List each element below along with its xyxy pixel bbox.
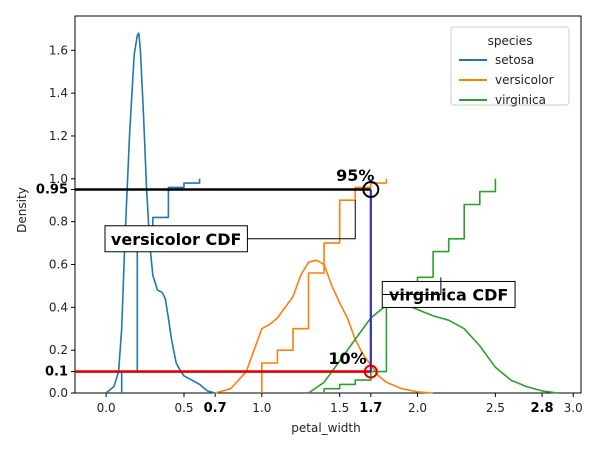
cdf-callout-connector — [382, 277, 442, 295]
guide-marker — [363, 364, 378, 379]
y-tick-label: 0.0 — [49, 386, 68, 400]
y-tick-label: 0.2 — [49, 343, 68, 357]
x-tick-label: 3.0 — [564, 401, 583, 415]
x-tick-label: 2.5 — [486, 401, 505, 415]
y-tick-label: 1.6 — [49, 43, 68, 57]
series-density-versicolor — [214, 259, 434, 394]
x-tick-label: 1.0 — [252, 401, 271, 415]
cdf-callout-label: virginica CDF — [389, 285, 508, 304]
cdf-callout-connector — [247, 200, 356, 240]
series-cdf-versicolor — [260, 178, 388, 393]
y-tick-label: 0.95 — [36, 183, 68, 198]
x-tick-label: 2.0 — [408, 401, 427, 415]
y-tick-label: 0.8 — [49, 215, 68, 229]
x-tick-label: 0.7 — [204, 401, 227, 416]
y-tick-label: 0.4 — [49, 300, 68, 314]
x-tick-label: 0.5 — [174, 401, 193, 415]
y-tick-label: 1.0 — [49, 172, 68, 186]
y-tick-label: 1.2 — [49, 129, 68, 143]
plot-frame — [74, 15, 582, 394]
series-density-setosa — [105, 32, 216, 394]
plot-area: 0.0 0.5 0.7 1.0 1.5 1.7 2.0 2.5 2.8 3.0 0.0 0.1 0.2 0… — [36, 15, 583, 416]
x-tick-label: 1.5 — [330, 401, 349, 415]
legend-box — [450, 26, 570, 106]
legend-entry-setosa: setosa — [495, 53, 534, 67]
series-density-virginica — [308, 302, 558, 394]
y-tick-label: 0.1 — [45, 365, 68, 380]
y-axis-title: Density — [15, 187, 29, 233]
percent-label: 10% — [328, 349, 366, 368]
legend-entry-versicolor: versicolor — [495, 73, 554, 87]
x-tick-label: 0.0 — [97, 401, 116, 415]
percent-label: 95% — [336, 166, 374, 185]
x-axis-title: petal_width — [291, 421, 360, 435]
cdf-callout-box — [104, 225, 248, 253]
legend-entry-virginica: virginica — [495, 93, 546, 107]
legend: species setosa versicolor virginica — [450, 26, 570, 107]
y-tick-label: 0.6 — [49, 257, 68, 271]
x-tick-label: 2.8 — [531, 401, 554, 416]
cdf-callout-label: versicolor CDF — [111, 230, 242, 249]
y-tick-label: 1.4 — [49, 86, 68, 100]
cdf-callout: versicolor CDF — [104, 225, 248, 253]
guide-marker — [362, 181, 380, 199]
cdf-callout: virginica CDF — [381, 280, 516, 308]
x-tick-label: 1.7 — [359, 401, 382, 416]
legend-title: species — [488, 34, 533, 48]
series-cdf-setosa — [120, 178, 201, 393]
